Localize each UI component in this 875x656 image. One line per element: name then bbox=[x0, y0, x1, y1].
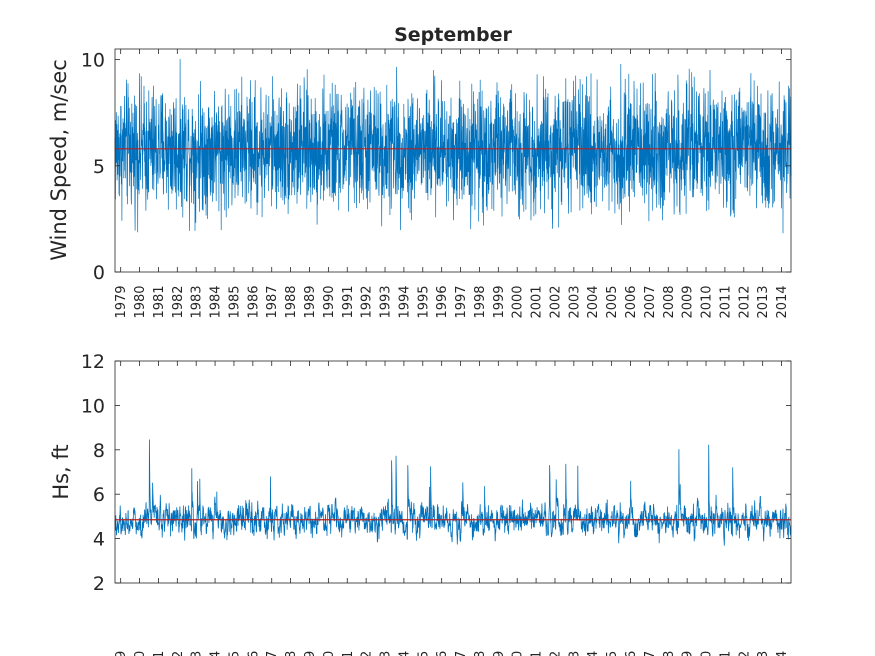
x-tick-label: 2003 bbox=[567, 285, 582, 318]
y-tick-label: 10 bbox=[81, 50, 105, 72]
y-tick-label: 4 bbox=[93, 529, 105, 551]
x-tick-label: 1995 bbox=[416, 285, 431, 318]
x-tick-label: 2001 bbox=[530, 285, 545, 318]
x-tick-label: 95 bbox=[416, 651, 431, 656]
x-tick-label: 84 bbox=[209, 651, 224, 656]
x-tick-label: 1991 bbox=[341, 285, 356, 318]
x-tick-label: 05 bbox=[605, 651, 620, 656]
x-tick-label: 87 bbox=[265, 651, 280, 656]
wave-height-series-line bbox=[114, 439, 792, 546]
x-tick-label: 1989 bbox=[303, 285, 318, 318]
y-tick-label: 12 bbox=[81, 351, 105, 373]
x-tick-label: 92 bbox=[360, 651, 375, 656]
x-tick-label: 04 bbox=[586, 651, 601, 656]
x-tick-label: 1979 bbox=[114, 285, 129, 318]
x-tick-label: 94 bbox=[397, 651, 412, 656]
x-tick-label: 1983 bbox=[190, 285, 205, 318]
wind-speed-y-ticks: 0 5 10 bbox=[81, 50, 791, 284]
x-tick-label: 2010 bbox=[700, 285, 715, 318]
x-tick-label: 97 bbox=[454, 651, 469, 656]
x-tick-label: 14 bbox=[775, 651, 790, 656]
x-tick-label: 2009 bbox=[681, 285, 696, 318]
x-tick-label: 1981 bbox=[152, 285, 167, 318]
x-tick-label: 1994 bbox=[397, 285, 412, 318]
wave-height-y-ticks: 2 4 6 8 10 12 bbox=[81, 351, 791, 595]
x-tick-label: 2012 bbox=[737, 285, 752, 318]
x-tick-label: 85 bbox=[227, 651, 242, 656]
x-tick-label: 2014 bbox=[775, 285, 790, 318]
x-tick-label: 2004 bbox=[586, 285, 601, 318]
x-tick-label: 93 bbox=[379, 651, 394, 656]
x-tick-label: 12 bbox=[737, 651, 752, 656]
x-tick-label: 01 bbox=[530, 651, 545, 656]
x-tick-label: 1980 bbox=[133, 285, 148, 318]
y-tick-label: 2 bbox=[93, 573, 105, 595]
y-tick-label: 0 bbox=[93, 262, 105, 284]
x-tick-label: 07 bbox=[643, 651, 658, 656]
wave-height-plot-area bbox=[115, 361, 791, 583]
x-tick-label: 10 bbox=[700, 651, 715, 656]
x-tick-label: 13 bbox=[756, 651, 771, 656]
x-tick-label: 1999 bbox=[492, 285, 507, 318]
x-tick-label: 99 bbox=[492, 651, 507, 656]
y-tick-label: 6 bbox=[93, 484, 105, 506]
x-tick-label: 1993 bbox=[379, 285, 394, 318]
x-tick-label: 1984 bbox=[209, 285, 224, 318]
x-tick-label: 11 bbox=[718, 651, 733, 656]
x-tick-label: 09 bbox=[681, 651, 696, 656]
wind-speed-y-axis-label: Wind Speed, m/sec bbox=[47, 59, 71, 261]
x-tick-label: 08 bbox=[662, 651, 677, 656]
x-tick-label: 89 bbox=[303, 651, 318, 656]
x-tick-label: 1997 bbox=[454, 285, 469, 318]
x-tick-label: 2013 bbox=[756, 285, 771, 318]
x-tick-label: 81 bbox=[152, 651, 167, 656]
x-tick-label: 1987 bbox=[265, 285, 280, 318]
wave-height-axes-box bbox=[114, 360, 792, 584]
x-tick-label: 03 bbox=[567, 651, 582, 656]
x-tick-label: 1982 bbox=[171, 285, 186, 318]
x-tick-label: 2000 bbox=[511, 285, 526, 318]
x-tick-label: 1985 bbox=[227, 285, 242, 318]
x-tick-label: 1988 bbox=[284, 285, 299, 318]
wind-speed-series-group bbox=[114, 58, 792, 234]
x-tick-label: 1996 bbox=[435, 285, 450, 318]
wind-speed-axes-box bbox=[114, 48, 792, 273]
x-tick-label: 90 bbox=[322, 651, 337, 656]
wind-speed-series-line bbox=[114, 58, 792, 234]
x-tick-label: 2007 bbox=[643, 285, 658, 318]
x-tick-label: 02 bbox=[548, 651, 563, 656]
wind-speed-x-ticks: 1979 1980 1981 1982 1983 1984 1985 1986 1987 1988… bbox=[114, 49, 790, 319]
chart-title: September bbox=[394, 24, 512, 46]
x-tick-label: 2011 bbox=[718, 285, 733, 318]
x-tick-label: 79 bbox=[114, 651, 129, 656]
wave-height-series-group bbox=[114, 439, 792, 546]
wind-speed-panel: 0 5 10 1979 1980 1981 1982 1983 1984 1985 1986 198… bbox=[47, 24, 792, 319]
x-tick-label: 1986 bbox=[246, 285, 261, 318]
x-tick-label: 2005 bbox=[605, 285, 620, 318]
x-tick-label: 98 bbox=[473, 651, 488, 656]
x-tick-label: 2002 bbox=[548, 285, 563, 318]
y-tick-label: 5 bbox=[93, 156, 105, 178]
x-tick-label: 91 bbox=[341, 651, 356, 656]
x-tick-label: 83 bbox=[190, 651, 205, 656]
y-tick-label: 8 bbox=[93, 440, 105, 462]
x-tick-label: 88 bbox=[284, 651, 299, 656]
x-tick-label: 2008 bbox=[662, 285, 677, 318]
x-tick-label: 96 bbox=[435, 651, 450, 656]
x-tick-label: 86 bbox=[246, 651, 261, 656]
x-tick-label: 00 bbox=[511, 651, 526, 656]
x-tick-label: 2006 bbox=[624, 285, 639, 318]
x-tick-label: 82 bbox=[171, 651, 186, 656]
x-tick-label: 1990 bbox=[322, 285, 337, 318]
x-tick-label: 80 bbox=[133, 651, 148, 656]
wave-height-y-axis-label: Hs, ft bbox=[49, 444, 73, 499]
x-tick-label: 1998 bbox=[473, 285, 488, 318]
x-tick-label: 06 bbox=[624, 651, 639, 656]
x-tick-label: 1992 bbox=[360, 285, 375, 318]
y-tick-label: 10 bbox=[81, 395, 105, 417]
wave-height-x-ticks: 79 80 81 82 83 8485 86 87 88 89 90 91 92 9394 95 96 97 98… bbox=[114, 361, 790, 656]
